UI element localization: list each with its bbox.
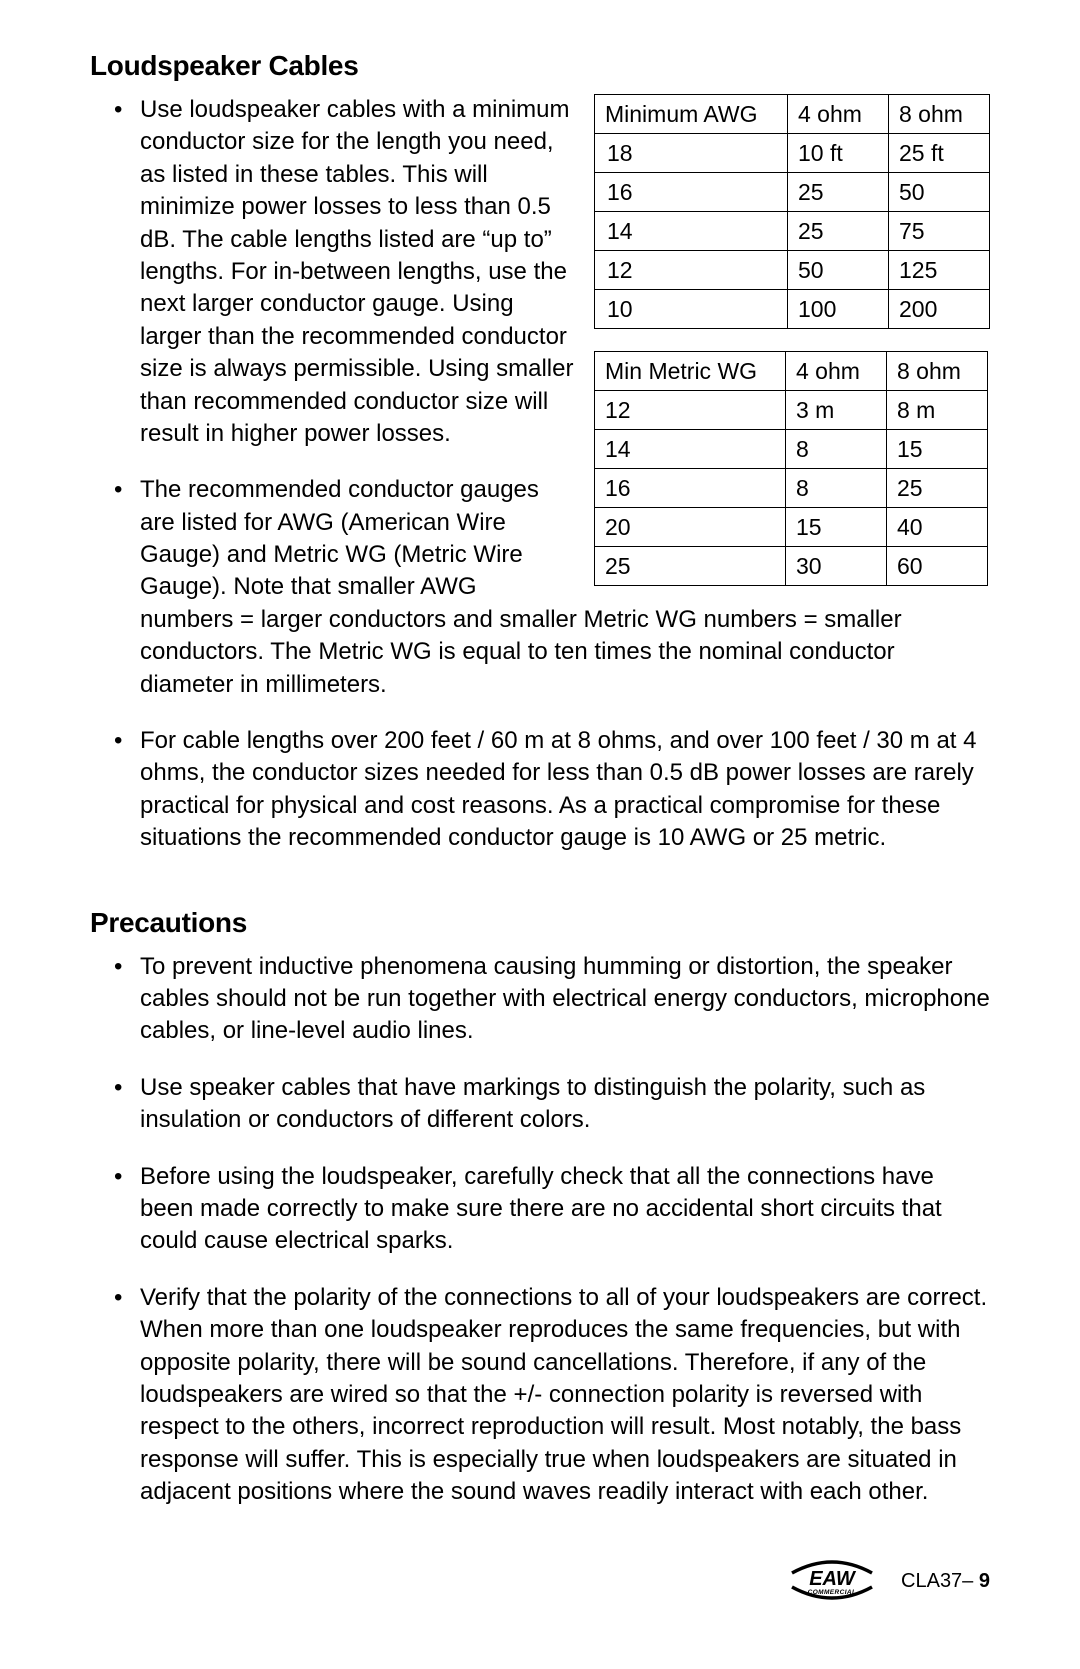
svg-text:EAW: EAW — [809, 1568, 857, 1590]
document-page: Loudspeaker Cables Minimum AWG 4 ohm 8 o… — [0, 0, 1080, 1669]
doc-id: CLA37– — [901, 1570, 979, 1592]
heading-loudspeaker-cables: Loudspeaker Cables — [90, 50, 990, 82]
list-item: To prevent inductive phenomena causing h… — [140, 951, 990, 1048]
page-footer: EAW COMMERCIAL CLA37– 9 — [787, 1553, 990, 1609]
list-item: Use loudspeaker cables with a minimum co… — [140, 94, 990, 450]
list-item: Verify that the polarity of the connecti… — [140, 1282, 990, 1509]
cables-bullet-list: Use loudspeaker cables with a minimum co… — [90, 94, 990, 879]
list-item: For cable lengths over 200 feet / 60 m a… — [140, 725, 990, 855]
page-num-value: 9 — [979, 1570, 990, 1592]
eaw-logo-icon: EAW COMMERCIAL — [787, 1553, 877, 1609]
page-number: CLA37– 9 — [901, 1570, 990, 1593]
list-item: Before using the loudspeaker, carefully … — [140, 1161, 990, 1258]
precautions-bullet-list: To prevent inductive phenomena causing h… — [90, 951, 990, 1509]
list-item: Use speaker cables that have markings to… — [140, 1072, 990, 1137]
svg-text:COMMERCIAL: COMMERCIAL — [808, 1589, 857, 1596]
list-item: The recommended conductor gauges are lis… — [140, 474, 990, 701]
heading-precautions: Precautions — [90, 907, 990, 939]
